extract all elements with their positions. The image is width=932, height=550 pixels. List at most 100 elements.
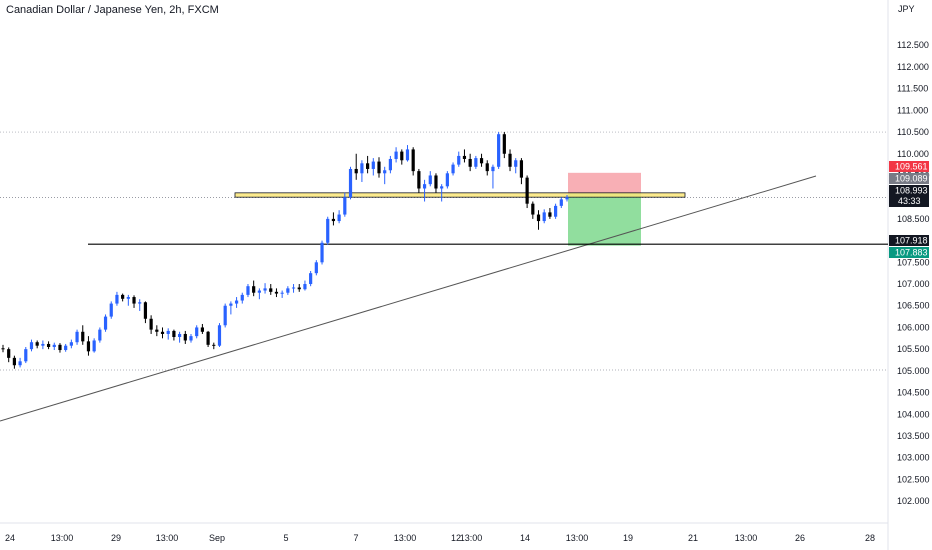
candle bbox=[1, 344, 5, 353]
candlestick-series bbox=[1, 132, 569, 369]
y-tick-label: 103.500 bbox=[897, 431, 930, 441]
candle bbox=[548, 208, 552, 219]
candle bbox=[519, 158, 524, 185]
candle bbox=[514, 158, 518, 174]
candle bbox=[485, 160, 489, 176]
candle bbox=[377, 157, 381, 178]
y-tick-label: 104.000 bbox=[897, 409, 930, 419]
candle bbox=[388, 155, 392, 174]
candle bbox=[132, 295, 136, 308]
candle bbox=[138, 299, 142, 311]
candle bbox=[360, 160, 364, 182]
candle bbox=[440, 184, 444, 202]
candle bbox=[422, 179, 427, 202]
candle bbox=[98, 327, 102, 343]
candle bbox=[508, 149, 512, 172]
x-tick-label: 24 bbox=[5, 533, 15, 543]
candle bbox=[69, 339, 73, 349]
candle bbox=[479, 153, 484, 167]
candle bbox=[246, 284, 250, 298]
candle bbox=[212, 342, 216, 350]
x-tick-label: 21 bbox=[688, 533, 698, 543]
x-tick-label: 13:00 bbox=[735, 533, 758, 543]
candle bbox=[234, 297, 239, 308]
candle bbox=[58, 343, 62, 353]
y-tick-label: 105.500 bbox=[897, 344, 930, 354]
candle bbox=[286, 286, 290, 295]
candle bbox=[474, 155, 478, 169]
candle bbox=[64, 343, 68, 352]
candle bbox=[240, 292, 244, 304]
candle bbox=[291, 284, 296, 293]
candle bbox=[143, 301, 148, 324]
countdown-label: 43:33 bbox=[898, 196, 921, 206]
candle bbox=[29, 339, 34, 352]
candle bbox=[223, 303, 227, 328]
candle bbox=[52, 342, 56, 351]
candle bbox=[348, 166, 353, 200]
take-profit-zone[interactable] bbox=[568, 193, 641, 246]
y-tick-label: 106.500 bbox=[897, 301, 930, 311]
price-tag-value: 109.561 bbox=[895, 162, 928, 172]
candle bbox=[303, 280, 307, 291]
price-tag-value: 108.993 bbox=[895, 186, 928, 196]
x-tick-label: 12 bbox=[451, 533, 461, 543]
x-tick-label: 7 bbox=[353, 533, 358, 543]
candle bbox=[155, 325, 159, 337]
price-tag-value: 107.918 bbox=[895, 236, 928, 246]
resistance-zone[interactable] bbox=[234, 192, 686, 198]
candle bbox=[354, 153, 358, 180]
candle bbox=[405, 145, 410, 162]
candle bbox=[75, 329, 79, 345]
x-tick-label: 14 bbox=[520, 533, 530, 543]
stop-loss-zone[interactable] bbox=[568, 172, 641, 194]
candle bbox=[126, 294, 130, 306]
y-tick-label: 111.000 bbox=[897, 105, 928, 115]
candle bbox=[497, 132, 501, 169]
chart-title: Canadian Dollar / Japanese Yen, 2h, FXCM bbox=[6, 4, 219, 16]
trend-line[interactable] bbox=[0, 175, 817, 422]
candle bbox=[206, 330, 210, 347]
candle bbox=[343, 192, 347, 217]
candle bbox=[457, 151, 461, 167]
candle bbox=[536, 210, 541, 230]
candle bbox=[309, 271, 313, 287]
y-tick-label: 102.000 bbox=[897, 496, 930, 506]
candle bbox=[18, 357, 22, 368]
candle bbox=[297, 284, 301, 292]
candle bbox=[434, 173, 438, 193]
candle bbox=[35, 340, 39, 349]
candle bbox=[81, 325, 85, 345]
y-tick-label: 103.000 bbox=[897, 453, 930, 463]
price-tag-value: 109.089 bbox=[895, 174, 928, 184]
y-tick-label: 102.500 bbox=[897, 474, 930, 484]
candle bbox=[183, 330, 187, 344]
candle bbox=[559, 197, 563, 209]
x-tick-label: 28 bbox=[865, 533, 875, 543]
candle bbox=[417, 168, 421, 193]
x-tick-label: 13:00 bbox=[460, 533, 483, 543]
candle bbox=[554, 203, 558, 219]
candle bbox=[462, 149, 467, 163]
candle bbox=[12, 355, 16, 369]
candle bbox=[92, 338, 96, 353]
candle bbox=[400, 149, 404, 165]
candle bbox=[149, 315, 153, 334]
price-tag-support-line: 107.918 bbox=[889, 235, 929, 246]
candle bbox=[280, 290, 284, 298]
candle bbox=[502, 132, 506, 159]
price-tag-stop-loss: 109.561 bbox=[889, 161, 929, 172]
x-tick-label: 19 bbox=[623, 533, 633, 543]
y-tick-label: 112.500 bbox=[897, 40, 929, 50]
candle bbox=[274, 288, 279, 298]
candle bbox=[172, 329, 176, 341]
x-tick-label: 26 bbox=[795, 533, 805, 543]
candle bbox=[394, 147, 398, 163]
candle bbox=[383, 166, 387, 185]
candle bbox=[565, 195, 569, 202]
x-tick-label: 13:00 bbox=[156, 533, 179, 543]
